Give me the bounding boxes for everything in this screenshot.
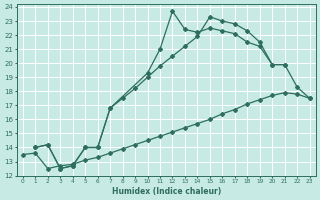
X-axis label: Humidex (Indice chaleur): Humidex (Indice chaleur) [112, 187, 221, 196]
